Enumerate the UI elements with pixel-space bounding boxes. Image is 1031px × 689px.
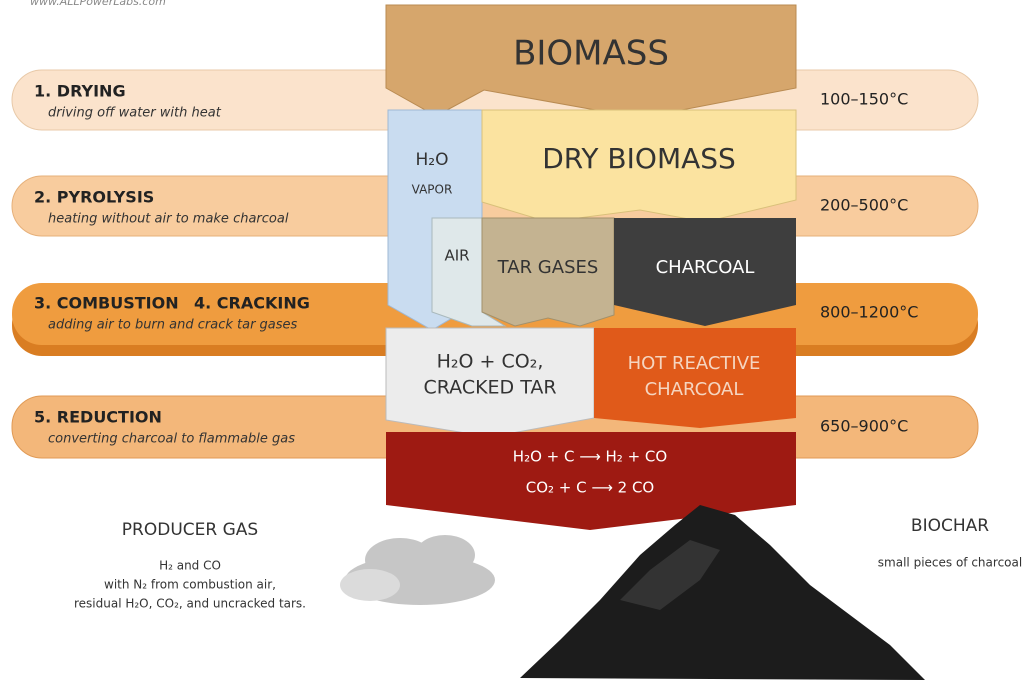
stage-description: heating without air to make charcoal (48, 212, 289, 227)
block-label: DRY BIOMASS (542, 142, 736, 175)
stage-temperature: 200–500°C (820, 196, 908, 215)
stage-title: 1. DRYING (34, 82, 126, 101)
hot-charcoal-block (594, 328, 796, 428)
block-label: AIR (444, 247, 469, 265)
biochar-pile (520, 505, 925, 680)
block-label: TAR GASES (497, 257, 599, 278)
stage-temperature: 800–1200°C (820, 303, 918, 322)
block-label: CRACKED TAR (423, 377, 556, 399)
diagram: www.ALLPowerLabs.com 1. DRYING driving o… (0, 0, 1031, 689)
stage-temperature: 100–150°C (820, 90, 908, 109)
stage-description: driving off water with heat (48, 106, 222, 121)
output-line: H₂ and CO (159, 559, 221, 573)
stage-description: converting charcoal to flammable gas (48, 432, 295, 447)
output-line: small pieces of charcoal (878, 556, 1022, 570)
output-title: PRODUCER GAS (122, 520, 258, 540)
stage-title: 2. PYROLYSIS (34, 188, 154, 207)
cloud (340, 535, 495, 605)
output-title: BIOCHAR (911, 516, 989, 536)
output-line: residual H₂O, CO₂, and uncracked tars. (74, 597, 306, 611)
block-label: BIOMASS (513, 34, 669, 74)
stage-description: adding air to burn and crack tar gases (48, 318, 298, 333)
stage-title: 5. REDUCTION (34, 408, 162, 427)
stage-title: 4. CRACKING (194, 294, 310, 313)
block-label: VAPOR (412, 183, 453, 197)
equation: H₂O + C ⟶ H₂ + CO (513, 448, 667, 466)
url: www.ALLPowerLabs.com (30, 0, 166, 8)
block-label: HOT REACTIVE (628, 353, 761, 374)
equation: CO₂ + C ⟶ 2 CO (526, 479, 655, 497)
stage-temperature: 650–900°C (820, 417, 908, 436)
stage-title: 3. COMBUSTION (34, 294, 179, 313)
block-label: H₂O + CO₂, (437, 351, 544, 373)
output-line: with N₂ from combustion air, (104, 578, 276, 592)
block-label: CHARCOAL (645, 379, 744, 400)
block-label: H₂O (416, 150, 449, 170)
block-label: CHARCOAL (656, 257, 755, 278)
